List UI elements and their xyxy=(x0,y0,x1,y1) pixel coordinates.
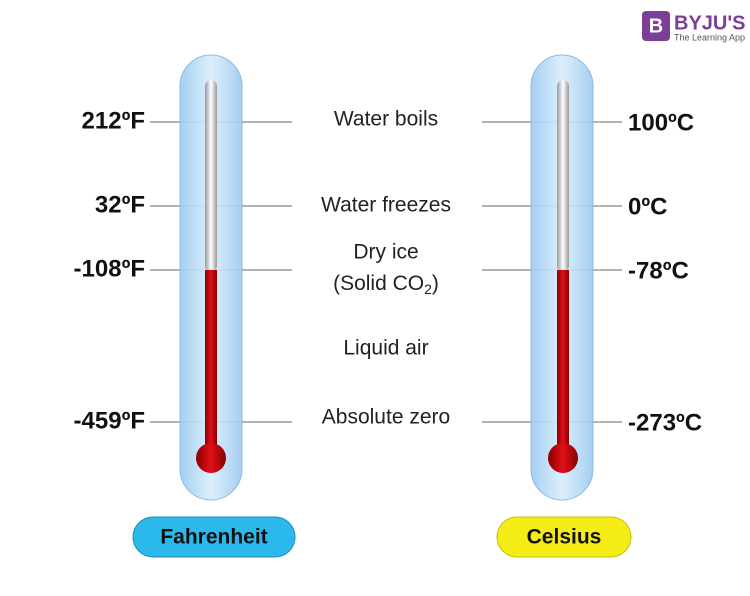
logo-box xyxy=(642,11,670,41)
event-label: Absolute zero xyxy=(322,406,450,429)
logo[interactable]: B BYJU'S The Learning App xyxy=(642,11,745,42)
thermometer-left xyxy=(179,54,243,501)
event-label: Water freezes xyxy=(321,194,451,217)
capillary xyxy=(557,80,569,272)
f-label: -459ºF xyxy=(74,407,145,434)
logo-name: BYJU'S xyxy=(674,12,745,34)
event-label: Liquid air xyxy=(343,337,428,360)
scale-title: Celsius xyxy=(527,526,602,549)
c-label: 0ºC xyxy=(628,193,667,220)
c-label: -78ºC xyxy=(628,257,689,284)
bulb xyxy=(548,443,578,473)
mercury xyxy=(205,270,217,450)
thermometer-right xyxy=(530,54,594,501)
event-label: Water boils xyxy=(334,108,438,131)
f-label: 32ºF xyxy=(95,191,145,218)
pill xyxy=(132,516,296,558)
event-label: (Solid CO2) xyxy=(333,272,439,297)
scale-title: Fahrenheit xyxy=(160,526,267,549)
c-label: -273ºC xyxy=(628,409,702,436)
mercury xyxy=(557,270,569,450)
event-label-part: ) xyxy=(432,272,439,295)
logo-mark: B xyxy=(649,15,663,37)
subscript: 2 xyxy=(424,281,432,297)
pill xyxy=(496,516,632,558)
bulb xyxy=(196,443,226,473)
event-label: Dry ice xyxy=(353,241,418,264)
logo-tagline: The Learning App xyxy=(674,32,745,42)
event-label-part: (Solid CO xyxy=(333,272,424,295)
c-label: 100ºC xyxy=(628,109,694,136)
f-label: -108ºF xyxy=(74,255,145,282)
capillary xyxy=(205,80,217,272)
f-label: 212ºF xyxy=(82,107,145,134)
